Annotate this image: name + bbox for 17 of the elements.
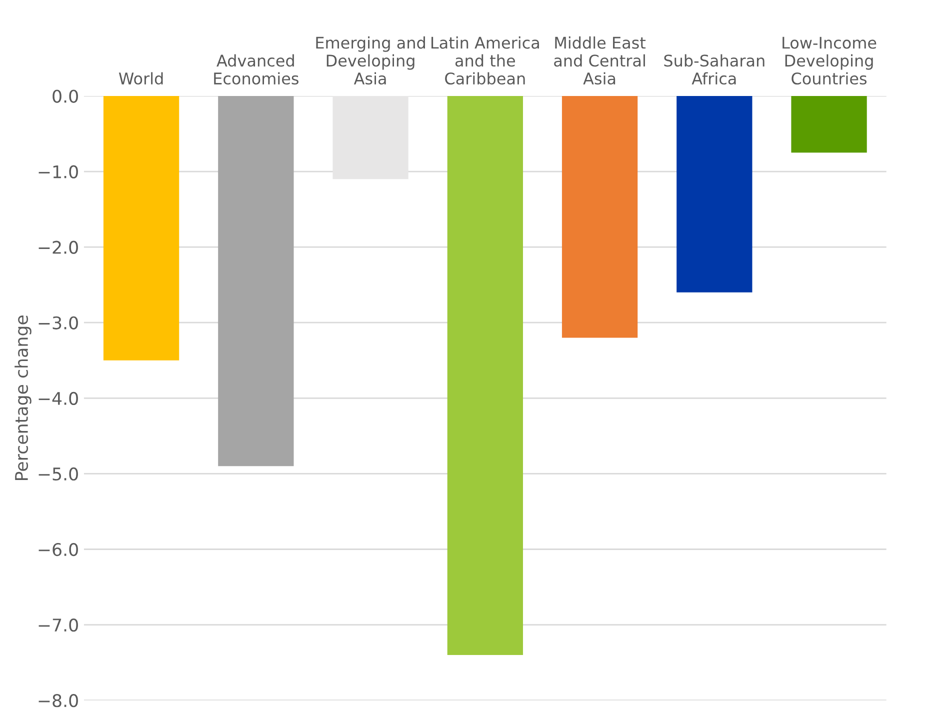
x-tick-label: Emerging and Developing Asia [316,36,425,85]
y-axis-title: Percentage change [14,316,32,480]
y-tick-label: −7.0 [38,618,78,632]
y-tick-label: −2.0 [38,240,78,254]
x-tick-label: Advanced Economies [214,54,298,85]
y-tick-label: −1.0 [38,165,78,178]
x-tick-label: Low-Income Developing Countries [782,36,876,85]
y-tick-label: −8.0 [38,694,78,708]
x-tick-label: Sub-Saharan Africa [664,54,764,85]
y-tick-label: −5.0 [38,467,78,481]
y-tick-label: 0.0 [52,90,78,103]
x-tick-label: Middle East and Central Asia [554,36,646,85]
y-tick-label: −4.0 [38,392,78,406]
y-tick-label: −6.0 [38,542,78,556]
x-tick-label: World [118,72,163,85]
x-tick-label: Latin America and the Caribbean [431,36,539,85]
y-tick-label: −3.0 [38,316,78,330]
